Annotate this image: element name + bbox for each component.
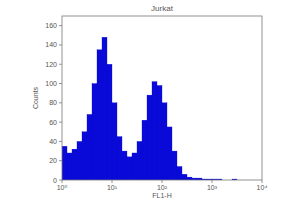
- histogram-bar: [182, 174, 187, 180]
- histogram-bar: [102, 37, 107, 180]
- histogram-bar: [92, 84, 97, 180]
- y-tick: [59, 180, 62, 181]
- x-tick: [262, 180, 263, 183]
- y-tick: [59, 83, 62, 84]
- x-tick: [162, 180, 163, 183]
- y-tick-label: 120: [45, 61, 57, 68]
- y-tick-label: 20: [49, 157, 57, 164]
- histogram-bar: [87, 114, 92, 180]
- histogram-bar: [177, 166, 182, 180]
- y-tick: [59, 160, 62, 161]
- bars: [62, 37, 237, 180]
- x-tick: [112, 180, 113, 183]
- histogram-bar: [122, 151, 127, 180]
- histogram-bar: [62, 146, 67, 180]
- histogram-bar: [112, 103, 117, 180]
- x-tick-label: 10⁴: [257, 184, 268, 191]
- y-tick-label: 100: [45, 80, 57, 87]
- x-axis-label: FL1-H: [152, 192, 171, 199]
- x-tick-label: 10⁰: [57, 184, 68, 191]
- y-tick-label: 160: [45, 22, 57, 29]
- y-tick: [59, 102, 62, 103]
- y-axis-label: Counts: [32, 86, 39, 109]
- x-tick-label: 10³: [207, 184, 218, 191]
- y-tick: [59, 141, 62, 142]
- histogram-bar: [117, 137, 122, 180]
- histogram-bar: [67, 153, 72, 180]
- y-tick-label: 140: [45, 41, 57, 48]
- histogram-bar: [157, 85, 162, 180]
- x-tick-label: 10²: [157, 184, 168, 191]
- histogram-bar: [167, 127, 172, 180]
- y-tick: [59, 122, 62, 123]
- x-tick-label: 10¹: [107, 184, 118, 191]
- x-tick: [212, 180, 213, 183]
- histogram-bar: [152, 82, 157, 180]
- histogram-bar: [77, 141, 82, 180]
- histogram-bar: [137, 141, 142, 180]
- histogram-bar: [172, 151, 177, 180]
- y-tick: [59, 25, 62, 26]
- chart: 10⁰ 10¹ 10² 10³ 10⁴ 0 20 40 60 80 100 120 140 160 Jurk…: [0, 0, 300, 200]
- histogram-bar: [72, 149, 77, 180]
- x-tick: [62, 180, 63, 183]
- histogram-bar: [97, 50, 102, 180]
- histogram-bar: [107, 64, 112, 180]
- y-tick-label: 40: [49, 138, 57, 145]
- y-tick-label: 80: [49, 99, 57, 106]
- y-tick: [59, 64, 62, 65]
- histogram-bar: [142, 120, 147, 180]
- histogram-bar: [187, 177, 192, 180]
- histogram-bar: [82, 132, 87, 180]
- histogram-bar: [147, 95, 152, 180]
- y-tick-label: 0: [53, 177, 57, 184]
- plot-frame: [62, 16, 262, 180]
- histogram-bar: [132, 153, 137, 180]
- y-tick: [59, 44, 62, 45]
- y-tick-label: 60: [49, 119, 57, 126]
- title: Jurkat: [151, 4, 174, 13]
- histogram-bar: [127, 157, 132, 180]
- histogram-bar: [162, 103, 167, 180]
